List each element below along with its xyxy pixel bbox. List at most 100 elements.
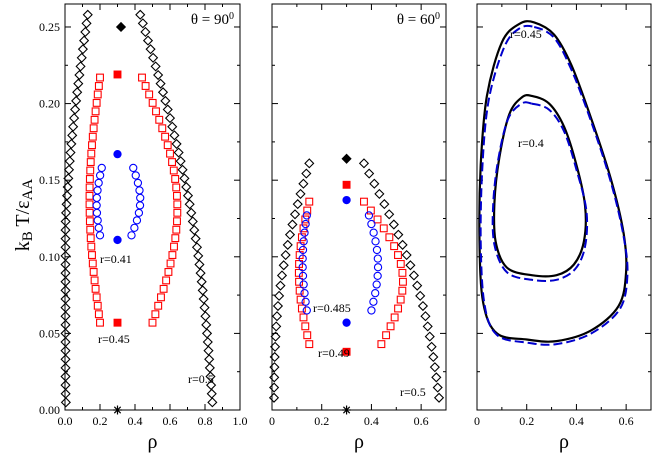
x-tick-label: 0.6 <box>163 414 178 428</box>
data-point-gas <box>301 219 310 229</box>
data-point-gas <box>94 223 103 233</box>
lower-end-point <box>342 318 351 327</box>
data-point-liquid <box>397 239 408 250</box>
data-point-liquid <box>148 318 157 327</box>
data-point-liquid <box>142 35 154 46</box>
data-point-gas <box>302 306 311 315</box>
data-point-liquid <box>390 242 399 251</box>
data-point-gas <box>91 107 100 116</box>
data-point-gas <box>72 87 83 98</box>
data-point-liquid <box>401 249 412 261</box>
data-point-gas <box>73 78 84 89</box>
data-point-gas <box>68 121 79 132</box>
data-point-liquid <box>396 260 405 268</box>
data-point-liquid <box>184 199 195 210</box>
data-point-liquid <box>398 268 407 277</box>
data-point-gas <box>60 371 71 382</box>
data-point-liquid <box>431 372 442 383</box>
data-point-gas <box>93 186 102 195</box>
data-point-liquid <box>202 336 213 348</box>
data-point-liquid <box>384 209 395 220</box>
data-point-liquid <box>152 107 160 116</box>
data-point-liquid <box>160 95 171 106</box>
data-point-liquid <box>388 219 399 230</box>
data-point-liquid <box>197 285 208 296</box>
data-point-liquid <box>390 313 399 322</box>
data-point-liquid <box>201 328 213 339</box>
data-point-gas <box>60 336 71 348</box>
critical-point <box>341 153 352 164</box>
data-point-gas <box>300 228 309 237</box>
data-point-liquid <box>415 290 426 301</box>
data-point-liquid <box>166 259 175 268</box>
data-point-gas <box>60 276 71 287</box>
data-point-gas <box>94 310 103 319</box>
data-point-liquid <box>155 78 166 89</box>
x-tick-label: 0.2 <box>519 414 534 428</box>
data-point-gas <box>274 290 285 301</box>
data-point-liquid <box>157 293 165 302</box>
x-tick-label: 0.2 <box>314 414 329 428</box>
data-point-liquid <box>201 319 212 330</box>
data-point-gas <box>269 362 280 373</box>
data-point-liquid <box>426 341 437 352</box>
data-point-liquid <box>179 173 190 184</box>
data-point-liquid <box>164 268 173 276</box>
x-axis-label: ρ <box>559 431 569 453</box>
data-point-liquid <box>364 211 374 220</box>
data-point-liquid <box>177 164 188 175</box>
data-point-gas <box>271 311 283 322</box>
data-point-liquid <box>151 310 160 319</box>
data-point-gas <box>295 277 303 286</box>
data-point-gas <box>270 331 281 342</box>
data-point-gas <box>60 293 71 305</box>
data-point-liquid <box>162 276 171 285</box>
data-point-liquid <box>386 322 395 331</box>
data-point-liquid <box>206 388 217 399</box>
x-tick-label: 0.6 <box>414 414 429 428</box>
panel-title: θ = 900 <box>191 11 234 29</box>
lower-end-point <box>113 318 122 327</box>
data-point-gas <box>269 351 280 363</box>
data-point-liquid <box>148 98 157 107</box>
data-point-liquid <box>382 331 391 340</box>
data-point-gas <box>60 354 71 365</box>
data-point-liquid <box>145 44 156 55</box>
data-point-liquid <box>373 215 382 224</box>
data-point-gas <box>96 318 104 327</box>
data-point-liquid <box>161 132 170 141</box>
data-point-gas <box>63 164 75 175</box>
data-point-liquid <box>137 18 148 29</box>
data-point-gas <box>79 35 90 46</box>
data-point-gas <box>303 206 312 215</box>
data-point-liquid <box>369 297 378 306</box>
data-point-gas <box>60 345 71 356</box>
data-point-gas <box>85 183 94 192</box>
data-point-gas <box>305 340 314 349</box>
data-point-gas <box>275 280 286 291</box>
data-point-liquid <box>166 149 174 158</box>
data-point-liquid <box>175 156 186 167</box>
data-point-gas <box>60 362 71 373</box>
plot-frame <box>476 3 652 411</box>
data-point-gas <box>295 188 306 199</box>
data-point-liquid <box>132 216 142 225</box>
data-point-gas <box>298 178 309 189</box>
data-point-liquid <box>155 115 164 124</box>
x-tick-label: 0 <box>269 414 275 428</box>
data-point-gas <box>60 224 71 236</box>
data-point-liquid <box>131 171 140 180</box>
data-point-liquid <box>164 113 176 124</box>
data-point-gas <box>85 217 94 226</box>
data-point-liquid <box>136 193 145 203</box>
data-point-liquid <box>203 345 214 356</box>
data-point-liquid <box>369 178 380 189</box>
data-point-gas <box>92 208 102 218</box>
data-point-gas <box>269 382 280 393</box>
plot-frame <box>271 3 447 411</box>
data-point-liquid <box>193 250 204 261</box>
data-point-gas <box>64 156 75 167</box>
data-point-gas <box>92 201 101 210</box>
data-point-liquid <box>130 223 139 233</box>
data-point-liquid <box>135 9 146 20</box>
